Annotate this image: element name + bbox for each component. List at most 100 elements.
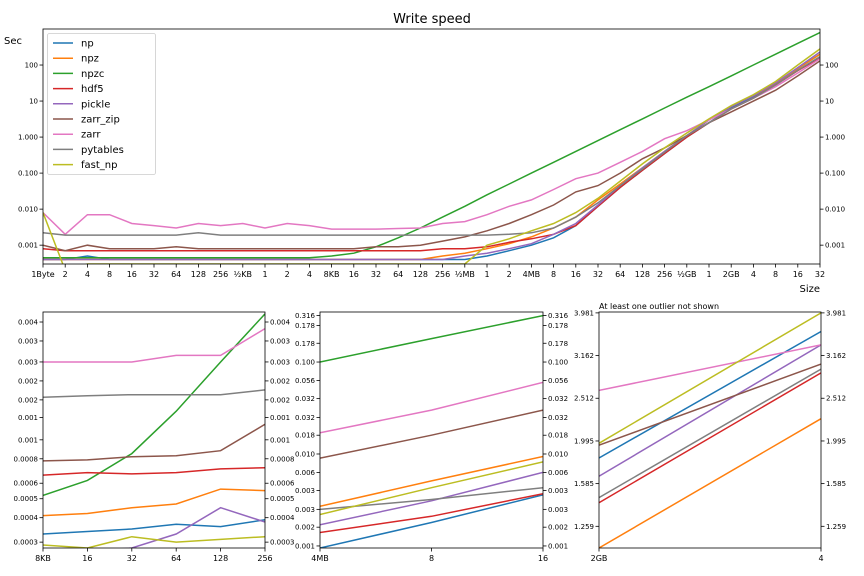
y-tick-label: 0.003	[295, 506, 315, 514]
y-tick-label-right: 0.003	[548, 506, 568, 514]
y-tick-label: 0.178	[295, 322, 315, 330]
plot-frame	[42, 311, 266, 549]
series-line-pytables	[599, 368, 821, 499]
series-line-fast-np	[599, 312, 821, 444]
series-line-fast-np	[43, 535, 265, 548]
y-tick-label-right: 0.018	[548, 432, 568, 440]
y-tick-label-right: 3.162	[826, 352, 846, 360]
y-tick-label: 0.004	[18, 319, 39, 327]
x-tick-label: 2	[63, 270, 68, 279]
legend-box	[47, 33, 156, 175]
x-tick-label: 4MB	[311, 554, 328, 563]
y-tick-label: 0.003	[18, 358, 38, 366]
y-tick-label-right: 0.003	[548, 487, 568, 495]
x-tick-label: 64	[171, 554, 181, 563]
y-tick-label: 0.002	[295, 524, 315, 532]
y-tick-label: 0.100	[295, 359, 315, 367]
series-line-hdf5	[43, 466, 265, 476]
x-tick-label: 1	[262, 270, 267, 279]
y-tick-label-right: 0.178	[548, 340, 568, 348]
y-tick-label: 0.178	[295, 340, 315, 348]
y-tick-label-right: 0.004	[270, 319, 291, 327]
y-tick-label: 0.056	[295, 377, 316, 385]
y-tick-label: 2.512	[574, 395, 594, 403]
y-tick-label: 0.316	[295, 312, 316, 320]
y-tick-label-right: 0.002	[548, 524, 568, 532]
legend-label-zarr-zip: zarr_zip	[81, 115, 120, 126]
x-tick-label: 16	[349, 270, 359, 279]
y-tick-label: 0.003	[295, 487, 315, 495]
y-tick-label-right: 0.0008	[270, 455, 295, 463]
x-tick-label: 8KB	[324, 270, 340, 279]
y-tick-label-right: 0.032	[548, 395, 568, 403]
y-tick-label: 0.018	[295, 432, 315, 440]
large-sizes-plot: 2GB 4 1.259 1.259 1.585 1.585 1.995 1.995 2.512 2…	[574, 309, 846, 563]
x-tick-label: 2	[507, 270, 512, 279]
series-line-fast-np	[43, 48, 820, 264]
series-line-npzc	[320, 314, 543, 363]
y-tick-label: 0.0006	[14, 480, 39, 488]
x-tick-label: 128	[191, 270, 206, 279]
y-tick-label-right: 0.316	[548, 312, 569, 320]
series-line-zarr-zip	[599, 363, 821, 446]
series-line-np	[320, 494, 543, 548]
y-tick-label: 0.001	[18, 414, 38, 422]
y-tick-label: 0.002	[18, 377, 38, 385]
legend-label-zarr: zarr	[81, 130, 101, 141]
x-tick-label: 64	[171, 270, 181, 279]
x-tick-label: 16	[127, 270, 137, 279]
y-tick-label-right: 0.178	[548, 322, 568, 330]
y-tick-label: 0.010	[18, 206, 38, 214]
small-sizes-plot: 8KB 16 32 64 128 256 0.0003 0.0003 0.0004 0.0004 0…	[14, 311, 295, 563]
series-line-npz	[320, 455, 543, 508]
legend-label-hdf5: hdf5	[81, 84, 104, 95]
y-tick-label-right: 0.001	[548, 542, 568, 550]
legend-label-pickle: pickle	[81, 99, 110, 110]
x-tick-label: 4	[818, 554, 823, 563]
y-tick-label: 0.001	[295, 542, 315, 550]
series-line-hdf5	[599, 372, 821, 504]
y-tick-label-right: 0.100	[548, 359, 568, 367]
legend-label-npzc: npzc	[81, 69, 104, 80]
y-tick-label-right: 0.010	[825, 206, 845, 214]
y-tick-label-right: 0.002	[270, 377, 290, 385]
series-line-npzc	[43, 31, 820, 259]
x-tick-label: ½GB	[677, 270, 696, 279]
y-tick-label-right: 0.010	[548, 450, 568, 458]
y-tick-label: 1.259	[574, 523, 594, 531]
x-tick-label: 8KB	[35, 554, 51, 563]
y-tick-label-right: 0.001	[270, 436, 290, 444]
x-tick-label: 4	[307, 270, 312, 279]
y-tick-label-right: 2.512	[826, 395, 846, 403]
series-line-npz	[599, 418, 821, 548]
series-line-hdf5	[320, 492, 543, 534]
y-tick-label-right: 0.056	[548, 377, 569, 385]
x-tick-label: 32	[127, 554, 137, 563]
main-plot: 1Byte 2 4 8 16 32 64 128 256 ½KB 1 2 4 8KB 16 32 64 128 25…	[18, 28, 845, 279]
y-tick-label: 0.002	[18, 396, 38, 404]
y-tick-label: 0.0003	[14, 539, 39, 547]
x-tick-label: 64	[393, 270, 403, 279]
y-tick-label: 0.003	[18, 337, 38, 345]
series-line-pickle	[121, 506, 265, 548]
y-tick-label-right: 1.259	[826, 523, 846, 531]
x-tick-label: 128	[413, 270, 428, 279]
y-tick-label: 0.0004	[14, 514, 39, 522]
y-tick-label: 0.001	[18, 436, 38, 444]
x-tick-label: 32	[593, 270, 603, 279]
y-tick-label-right: 0.001	[825, 242, 845, 250]
series-line-pickle	[599, 344, 821, 477]
series-line-fast-np	[320, 461, 543, 516]
series-line-npzc	[43, 313, 265, 497]
x-tick-label: 2	[285, 270, 290, 279]
y-tick-label: 1.995	[574, 437, 594, 445]
y-axis-title: Sec	[4, 36, 22, 47]
y-tick-label-right: 0.002	[270, 396, 290, 404]
series-line-np	[599, 330, 821, 459]
y-tick-label: 0.100	[18, 170, 38, 178]
x-tick-label: 256	[435, 270, 450, 279]
x-tick-label: 16	[538, 554, 548, 563]
plot-frame	[42, 28, 821, 265]
